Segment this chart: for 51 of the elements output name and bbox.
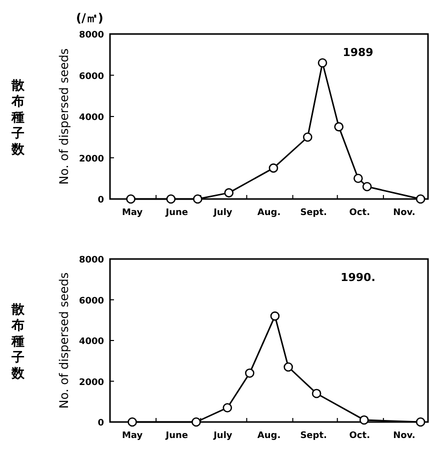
text: 散布種子数	[10, 302, 26, 382]
point	[224, 188, 234, 198]
x-tick-label: Oct.	[349, 208, 370, 218]
y-tick-label: 4000	[78, 337, 104, 347]
point	[245, 368, 254, 378]
point	[166, 194, 176, 204]
point	[354, 174, 363, 184]
y-tick-label: 2000	[78, 378, 104, 388]
x-tick-label: July	[212, 431, 232, 441]
point	[268, 163, 278, 173]
point	[222, 403, 232, 412]
point	[302, 132, 312, 142]
point	[334, 122, 344, 132]
y-tick-label: 6000	[78, 296, 104, 306]
x-tick-label: July	[212, 208, 232, 218]
text: 散布種子数	[10, 78, 26, 158]
x-tick-label: May	[122, 431, 143, 441]
y-tick-label: 6000	[78, 72, 104, 82]
point	[416, 417, 426, 427]
point	[318, 58, 328, 68]
annotation: 1990.	[340, 271, 376, 284]
x-tick-label: June	[164, 208, 188, 218]
x-tick-label: Aug.	[257, 208, 281, 218]
point	[128, 417, 137, 427]
annotation: 1989	[342, 46, 374, 59]
point	[359, 415, 369, 425]
y-axis-title: No. of dispersed seeds	[57, 48, 71, 185]
y-tick-label: 8000	[78, 30, 104, 40]
point	[312, 388, 322, 398]
point	[362, 182, 372, 192]
x-tick-label: Oct.	[349, 431, 370, 441]
x-tick-label: Aug.	[257, 431, 281, 441]
y-tick-label: 2000	[78, 154, 104, 164]
x-tick-label: Sept.	[300, 431, 327, 441]
text: (/㎡)	[76, 11, 104, 25]
point	[270, 311, 280, 321]
x-tick-label: Sept.	[300, 208, 327, 218]
x-tick-label: May	[122, 208, 143, 218]
y-tick-label: 0	[98, 196, 104, 206]
x-tick-label: Nov.	[393, 208, 416, 218]
point	[284, 362, 293, 372]
point	[416, 194, 426, 204]
x-tick-label: June	[164, 431, 188, 441]
y-tick-label: 8000	[78, 256, 104, 266]
y-axis-title: No. of dispersed seeds	[57, 272, 71, 409]
point	[193, 194, 202, 204]
point	[192, 417, 201, 427]
point	[126, 194, 136, 204]
x-tick-label: Nov.	[393, 431, 416, 441]
y-tick-label: 4000	[78, 113, 104, 123]
y-tick-label: 0	[98, 418, 104, 428]
